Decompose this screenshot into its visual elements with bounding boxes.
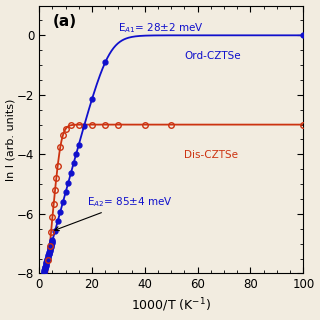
Text: E$_{A1}$= 28±2 meV: E$_{A1}$= 28±2 meV (118, 22, 204, 36)
Text: Dis-CZTSe: Dis-CZTSe (184, 150, 238, 160)
X-axis label: 1000/T (K$^{-1}$): 1000/T (K$^{-1}$) (131, 297, 211, 315)
Text: (a): (a) (52, 13, 76, 28)
Y-axis label: ln I (arb. units): ln I (arb. units) (5, 98, 16, 181)
Text: E$_{A2}$= 85±4 meV: E$_{A2}$= 85±4 meV (55, 195, 172, 231)
Text: Ord-CZTSe: Ord-CZTSe (184, 51, 241, 61)
